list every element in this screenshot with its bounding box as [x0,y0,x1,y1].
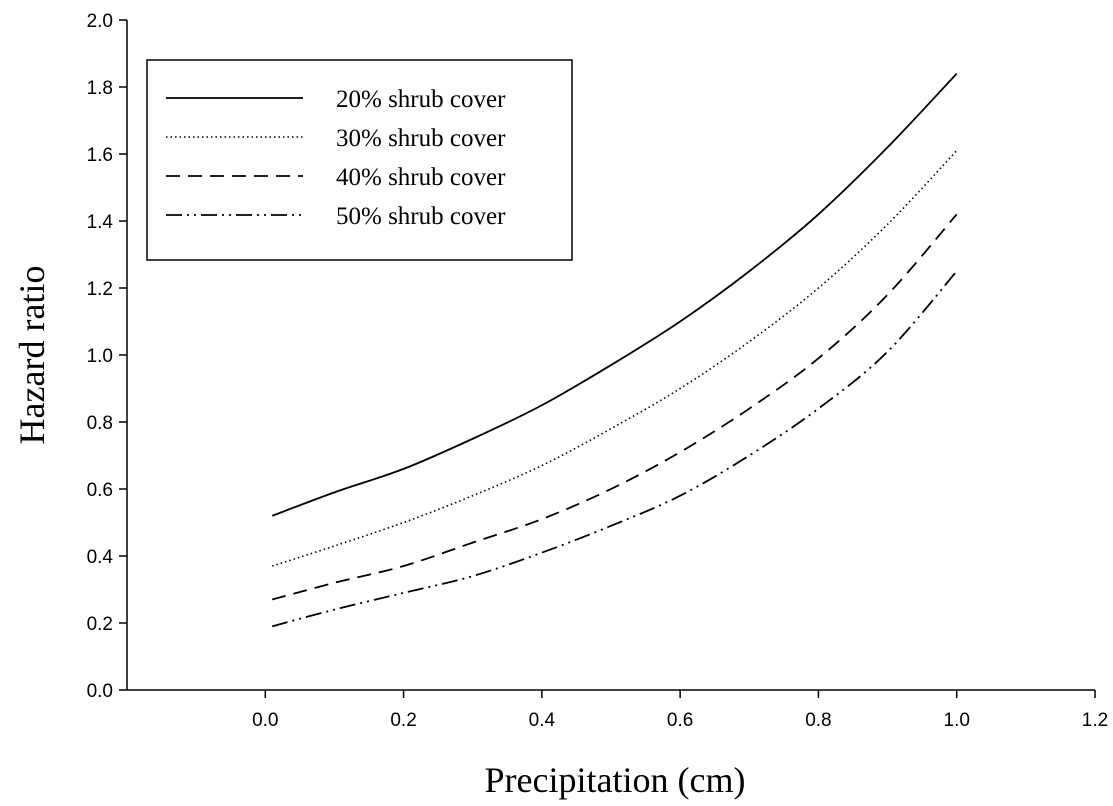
y-tick-label: 0.8 [87,413,113,434]
y-tick-label: 2.0 [87,11,113,32]
y-tick-label: 1.2 [87,279,113,300]
x-tick-label: 0.0 [252,710,278,731]
y-tick-label: 0.2 [87,614,113,635]
y-tick-label: 1.4 [87,212,114,233]
y-tick-label: 0.4 [87,547,114,568]
y-tick-label: 1.0 [87,346,113,367]
legend-label-1: 20% shrub cover [336,86,506,113]
x-tick-label: 0.4 [529,710,556,731]
y-tick-label: 1.8 [87,78,113,99]
series-line-1 [271,72,958,517]
legend-label-4: 50% shrub cover [336,203,506,230]
x-tick-label: 0.8 [805,710,831,731]
y-tick-label: 1.6 [87,145,113,166]
axes: 0.0 0.2 0.4 0.6 0.8 1.0 1.2 1.4 1.6 1.8 2.0 0.0 0.2 0… [87,11,1109,731]
x-tick-label: 1.2 [1082,710,1108,731]
y-tick-label: 0.6 [87,480,113,501]
legend-label-2: 30% shrub cover [336,125,506,152]
y-axis-title: Hazard ratio [12,266,52,445]
legend: 20% shrub cover 30% shrub cover 40% shrub … [146,59,573,261]
series-line-2 [271,150,958,567]
series-lines [271,72,958,628]
series-line-3 [271,213,958,601]
x-tick-label: 0.6 [667,710,693,731]
legend-box [146,59,573,261]
series-line-4 [271,270,958,628]
y-tick-label: 0.0 [87,681,113,702]
x-tick-label: 0.2 [390,710,416,731]
legend-label-3: 40% shrub cover [336,164,506,191]
x-axis-title: Precipitation (cm) [485,760,746,800]
x-tick-label: 1.0 [944,710,970,731]
